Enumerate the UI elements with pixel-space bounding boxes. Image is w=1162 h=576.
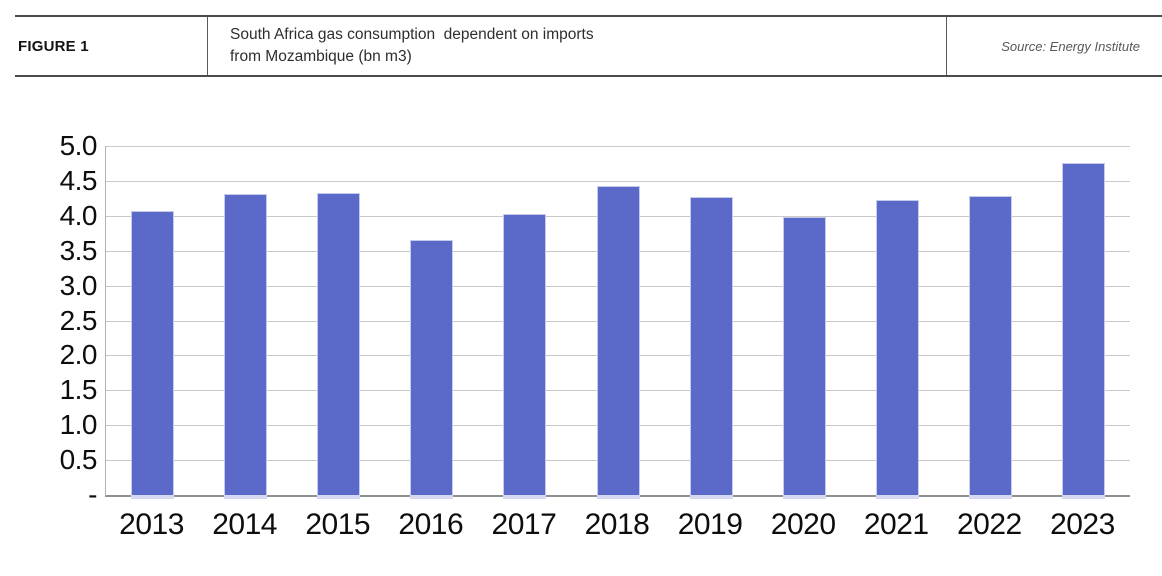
gridline bbox=[106, 146, 1130, 147]
x-axis-label-2014: 2014 bbox=[212, 508, 277, 541]
bar-2019 bbox=[689, 196, 733, 495]
x-axis-label-2023: 2023 bbox=[1050, 508, 1115, 541]
bar-2023 bbox=[1061, 162, 1105, 495]
y-axis-label: 2.0 bbox=[59, 339, 98, 371]
y-axis-label: 3.5 bbox=[59, 234, 98, 266]
y-axis-label: - bbox=[88, 479, 97, 510]
y-axis-label: 1.5 bbox=[59, 374, 98, 406]
plot-area bbox=[105, 146, 1130, 497]
figure-source-cell: Source: Energy Institute bbox=[947, 17, 1162, 75]
y-axis-label: 1.0 bbox=[59, 409, 98, 441]
bar-2015 bbox=[317, 192, 361, 495]
y-axis-label: 0.5 bbox=[59, 444, 98, 476]
bar-2020 bbox=[782, 216, 826, 495]
y-axis-label: 2.5 bbox=[59, 304, 98, 336]
y-axis-label: 4.0 bbox=[59, 199, 98, 231]
gridline bbox=[106, 180, 1130, 182]
y-axis-label: 5.0 bbox=[59, 130, 98, 161]
figure-label-cell: FIGURE 1 bbox=[15, 17, 208, 75]
x-axis-label-2017: 2017 bbox=[491, 508, 557, 541]
bar-2017 bbox=[503, 214, 547, 495]
x-axis-label-2013: 2013 bbox=[119, 508, 184, 541]
x-axis-label-2020: 2020 bbox=[770, 508, 836, 541]
y-axis-label: 4.5 bbox=[59, 164, 98, 196]
bar-2021 bbox=[875, 199, 919, 495]
bar-2013 bbox=[131, 210, 175, 495]
x-axis-label-2019: 2019 bbox=[677, 508, 743, 541]
figure-title-cell: South Africa gas consumption dependent o… bbox=[208, 17, 947, 75]
figure-header: FIGURE 1 South Africa gas consumption de… bbox=[15, 15, 1162, 77]
x-axis-label-2016: 2016 bbox=[398, 508, 464, 541]
bar-2016 bbox=[410, 239, 454, 495]
bar-2018 bbox=[596, 186, 640, 495]
y-axis-label: 3.0 bbox=[59, 269, 98, 301]
x-axis-label-2018: 2018 bbox=[584, 508, 650, 541]
bar-2022 bbox=[968, 196, 1012, 495]
bar-2014 bbox=[224, 194, 268, 495]
x-axis-label-2021: 2021 bbox=[863, 508, 929, 541]
figure-label: FIGURE 1 bbox=[18, 37, 89, 55]
x-axis: 2013 2014 2015 2016 2017 2018 2019 2020 2021 2022… bbox=[105, 508, 1129, 550]
y-axis: 5.0 4.5 4.0 3.5 3.0 2.5 2.0 1.5 1.0 0.5- bbox=[0, 130, 98, 510]
figure-source: Source: Energy Institute bbox=[1001, 38, 1140, 54]
figure-title: South Africa gas consumption dependent o… bbox=[230, 26, 594, 65]
x-axis-label-2022: 2022 bbox=[956, 508, 1022, 541]
x-axis-label-2015: 2015 bbox=[305, 508, 371, 541]
